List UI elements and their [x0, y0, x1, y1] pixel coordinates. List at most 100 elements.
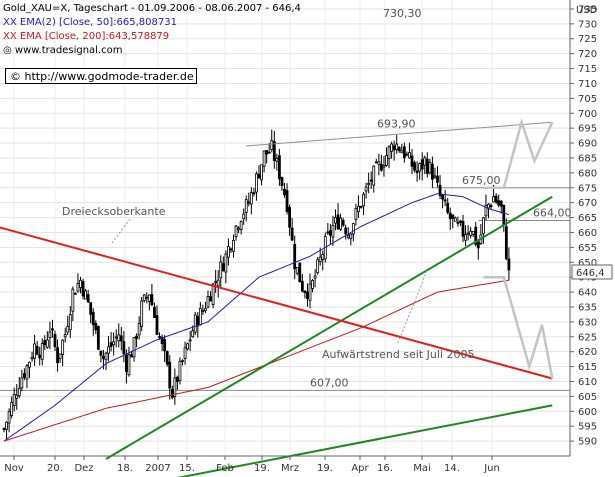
candle-body: [221, 263, 225, 272]
candle-body: [326, 231, 330, 234]
candle-body: [140, 300, 144, 327]
candle-body: [318, 256, 322, 263]
candle-body: [311, 280, 314, 289]
annotation-triangle-leader: [111, 218, 131, 244]
candle-body: [275, 157, 279, 162]
candle-body: [395, 143, 399, 151]
candle-body: [321, 253, 325, 260]
candle-body: [489, 205, 493, 208]
x-tick-label: 2007: [145, 463, 170, 474]
annotation-top-level: 730,30: [383, 7, 422, 20]
candle-body: [339, 217, 343, 230]
candle-body: [469, 230, 473, 236]
candle-body: [183, 347, 187, 359]
ema50-line: [3, 193, 510, 442]
y-tick-label: 680: [578, 168, 597, 179]
candle-body: [142, 294, 146, 301]
candle-body: [277, 155, 281, 180]
candle-body: [451, 214, 455, 219]
candle-body: [364, 186, 368, 192]
candle-body: [229, 248, 233, 251]
candle-body: [418, 163, 422, 172]
ema200-line: [3, 279, 509, 442]
candle-body: [497, 200, 501, 206]
last-price-box: [571, 264, 613, 280]
watermark: © http://www.godmode-trader.de: [5, 68, 197, 84]
y-tick-label: 655: [578, 243, 597, 254]
legend-ema200-text: EMA [Close, 200]:643,578879: [19, 31, 170, 42]
x-tick-label: Mai: [413, 463, 431, 474]
candle-body: [415, 170, 419, 174]
y-tick-label: 720: [578, 49, 597, 60]
candle-body: [201, 310, 205, 313]
candle-body: [43, 340, 47, 346]
candle-body: [150, 294, 154, 306]
y-tick-label: 725: [578, 34, 597, 45]
candle-body: [456, 221, 460, 224]
y-tick-label: 730: [578, 19, 597, 30]
legend-ema50: XX EMA(2) [Close, 50]:665,808731: [3, 17, 177, 28]
candle-body: [170, 388, 174, 398]
candle-body: [303, 290, 307, 293]
candle-body: [132, 337, 136, 358]
candle-body: [89, 302, 93, 315]
candle-body: [211, 283, 215, 305]
candle-body: [33, 343, 36, 359]
candle-body: [359, 206, 363, 208]
candle-body: [430, 163, 434, 180]
y-tick-label: 715: [578, 64, 597, 75]
trendline-upper-channel: [246, 121, 553, 147]
candle-body: [362, 193, 365, 207]
candle-body: [5, 421, 8, 430]
candle-body: [260, 164, 263, 181]
x-tick-label: Jun: [483, 463, 500, 474]
candle-body: [237, 227, 241, 230]
candle-body: [474, 226, 478, 245]
candle-body: [288, 207, 292, 228]
y-tick-label: 710: [578, 79, 597, 90]
candle-body: [102, 356, 105, 360]
candle-body: [400, 150, 404, 154]
x-tick-label: Apr: [351, 463, 369, 474]
y-tick-label: 660: [578, 228, 597, 239]
x-tick-label: 19.: [317, 463, 333, 474]
candle-body: [30, 356, 34, 360]
candle-body: [471, 230, 475, 235]
x-tick-label: Mrz: [281, 463, 299, 474]
candle-body: [56, 347, 59, 364]
annotation-support2: 607,00: [310, 376, 349, 389]
projection-lower-zigzag-projection: [483, 275, 554, 379]
candle-body: [104, 352, 108, 360]
y-tick-label: 735: [578, 4, 597, 15]
candle-body: [428, 162, 432, 174]
candle-body: [163, 339, 167, 352]
candle-body: [408, 152, 411, 159]
candle-body: [173, 377, 177, 397]
candle-body: [265, 150, 269, 155]
candle-body: [285, 190, 289, 212]
copyright-icon: ◎: [3, 45, 15, 56]
projection-upper-zigzag-projection: [483, 117, 554, 190]
candle-body: [114, 336, 118, 339]
annotation-high: 693,90: [377, 117, 416, 130]
candle-body: [109, 342, 113, 347]
candle-body: [125, 354, 128, 373]
candle-body: [413, 162, 416, 171]
candle-body: [66, 326, 70, 333]
legend-source-text: www.tradesignal.com: [14, 45, 123, 56]
candle-body: [216, 279, 220, 287]
candle-body: [153, 306, 156, 319]
candle-body: [354, 208, 358, 220]
candle-body: [255, 173, 258, 193]
candle-body: [74, 292, 77, 295]
candle-body: [441, 194, 445, 200]
candle-body: [214, 280, 218, 283]
candle-body: [308, 283, 312, 301]
candle-body: [298, 262, 302, 283]
last-price-label: 646,4: [576, 268, 605, 279]
candle-body: [193, 314, 197, 333]
candle-body: [502, 204, 506, 225]
x-tick-label: Dez: [74, 463, 93, 474]
candle-body: [51, 328, 54, 331]
